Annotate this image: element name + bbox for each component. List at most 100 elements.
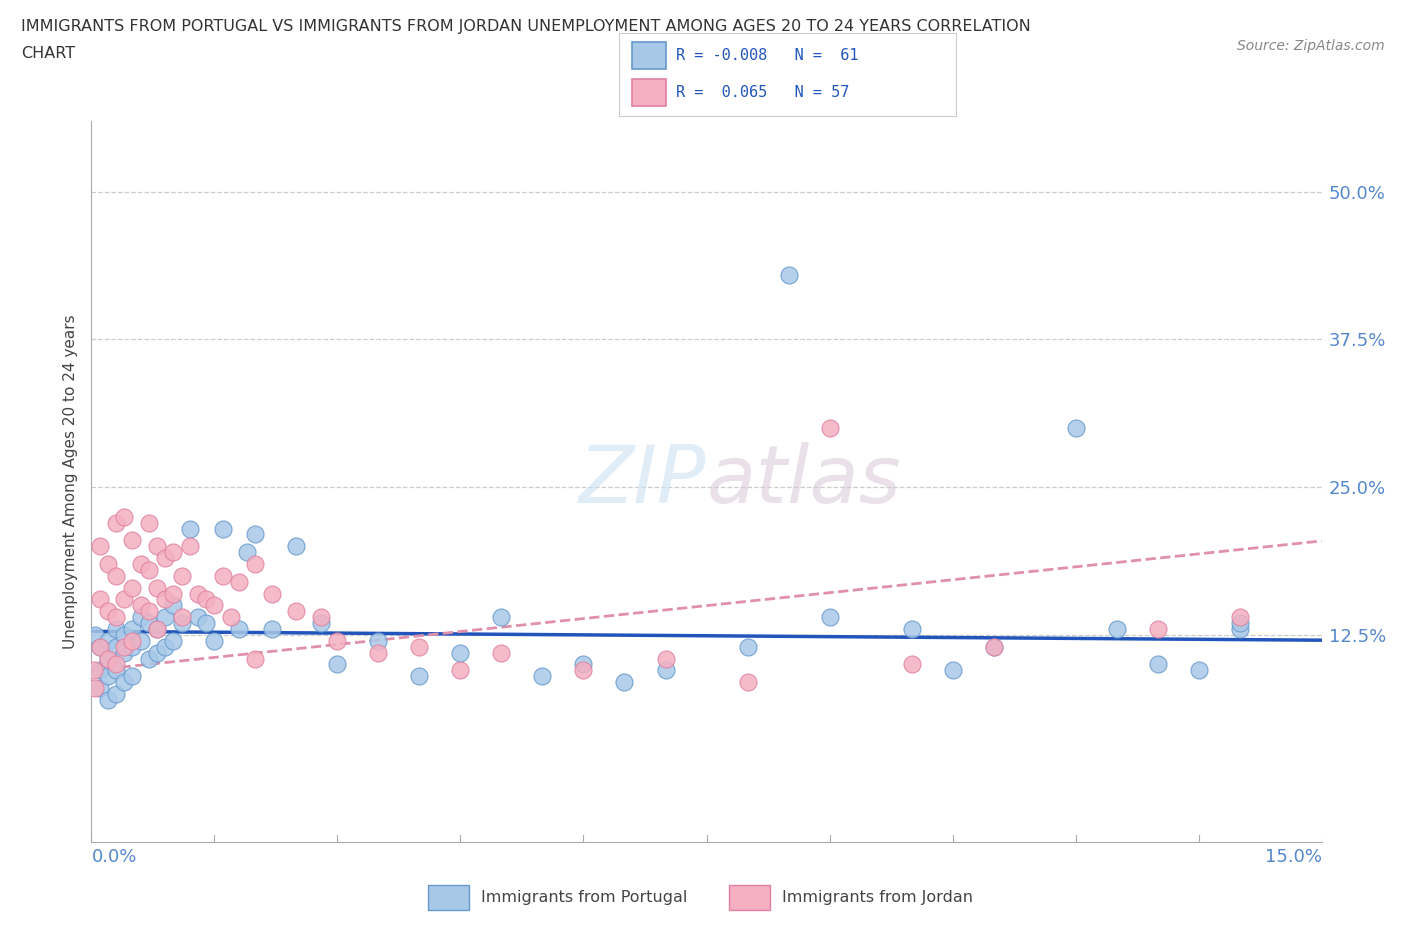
Point <box>121 621 143 636</box>
Text: Immigrants from Jordan: Immigrants from Jordan <box>782 890 973 906</box>
Point <box>187 586 209 601</box>
Point <box>138 616 160 631</box>
Point <box>309 610 332 625</box>
Text: R =  0.065   N = 57: R = 0.065 N = 57 <box>676 86 849 100</box>
Point <box>129 598 152 613</box>
Text: Source: ZipAtlas.com: Source: ZipAtlas.com <box>1237 39 1385 53</box>
Point <box>326 633 349 648</box>
Point <box>572 663 595 678</box>
Point <box>97 604 120 618</box>
Point <box>187 610 209 625</box>
Point <box>179 521 201 536</box>
Point <box>89 663 111 678</box>
Point <box>138 651 160 666</box>
Point <box>129 633 152 648</box>
Point <box>146 621 169 636</box>
Point <box>162 545 184 560</box>
Point <box>613 674 636 689</box>
Point <box>236 545 259 560</box>
Point <box>1229 616 1251 631</box>
Point <box>89 538 111 553</box>
Point <box>983 639 1005 654</box>
Point <box>112 628 135 643</box>
Point <box>309 616 332 631</box>
Text: R = -0.008   N =  61: R = -0.008 N = 61 <box>676 47 859 62</box>
Point <box>179 538 201 553</box>
Text: 15.0%: 15.0% <box>1264 848 1322 866</box>
Point <box>778 267 800 282</box>
Point <box>146 580 169 595</box>
Text: ZIP: ZIP <box>579 443 706 520</box>
Point <box>105 568 127 583</box>
Bar <box>633 42 666 69</box>
Point <box>245 527 267 542</box>
Point <box>121 639 143 654</box>
Point <box>170 616 193 631</box>
Bar <box>427 885 470 910</box>
Point <box>84 628 107 643</box>
Point <box>900 621 922 636</box>
Text: IMMIGRANTS FROM PORTUGAL VS IMMIGRANTS FROM JORDAN UNEMPLOYMENT AMONG AGES 20 TO: IMMIGRANTS FROM PORTUGAL VS IMMIGRANTS F… <box>21 19 1031 33</box>
Point <box>112 510 135 525</box>
Point <box>112 645 135 660</box>
Point <box>89 639 111 654</box>
Point <box>162 633 184 648</box>
Bar <box>728 885 770 910</box>
Point <box>942 663 965 678</box>
Point <box>228 621 250 636</box>
Point <box>105 686 127 701</box>
Point <box>260 586 283 601</box>
Point <box>129 556 152 571</box>
Point <box>112 639 135 654</box>
Text: Immigrants from Portugal: Immigrants from Portugal <box>481 890 688 906</box>
Point <box>1146 657 1168 671</box>
Point <box>138 563 160 578</box>
Point <box>202 598 225 613</box>
Point <box>285 538 308 553</box>
Point <box>89 592 111 607</box>
Point <box>121 533 143 548</box>
Bar <box>633 79 666 106</box>
Point <box>1187 663 1209 678</box>
Point <box>260 621 283 636</box>
Point <box>367 633 389 648</box>
Point <box>105 657 127 671</box>
Point <box>97 693 120 708</box>
Point <box>491 645 513 660</box>
Point <box>1146 621 1168 636</box>
Point <box>153 610 177 625</box>
Point <box>654 663 676 678</box>
Point <box>737 639 759 654</box>
Point <box>153 592 177 607</box>
Point <box>97 556 120 571</box>
Point <box>449 663 471 678</box>
Point <box>170 610 193 625</box>
Point <box>105 610 127 625</box>
Point <box>900 657 922 671</box>
Point <box>818 610 841 625</box>
Point <box>97 651 120 666</box>
Point <box>245 556 267 571</box>
Point <box>1064 420 1087 435</box>
Point <box>112 592 135 607</box>
Point <box>491 610 513 625</box>
Point <box>219 610 242 625</box>
Point <box>146 538 169 553</box>
Point <box>245 651 267 666</box>
Point <box>138 515 160 530</box>
Point <box>737 674 759 689</box>
Point <box>146 645 169 660</box>
Point <box>285 604 308 618</box>
Point <box>105 515 127 530</box>
Point <box>408 639 430 654</box>
Point <box>112 674 135 689</box>
Point <box>83 663 105 678</box>
Point <box>138 604 160 618</box>
Point <box>89 681 111 696</box>
Point <box>162 586 184 601</box>
Point <box>121 669 143 684</box>
Point <box>105 663 127 678</box>
Text: atlas: atlas <box>706 443 901 520</box>
Point <box>228 574 250 589</box>
Point <box>1229 610 1251 625</box>
